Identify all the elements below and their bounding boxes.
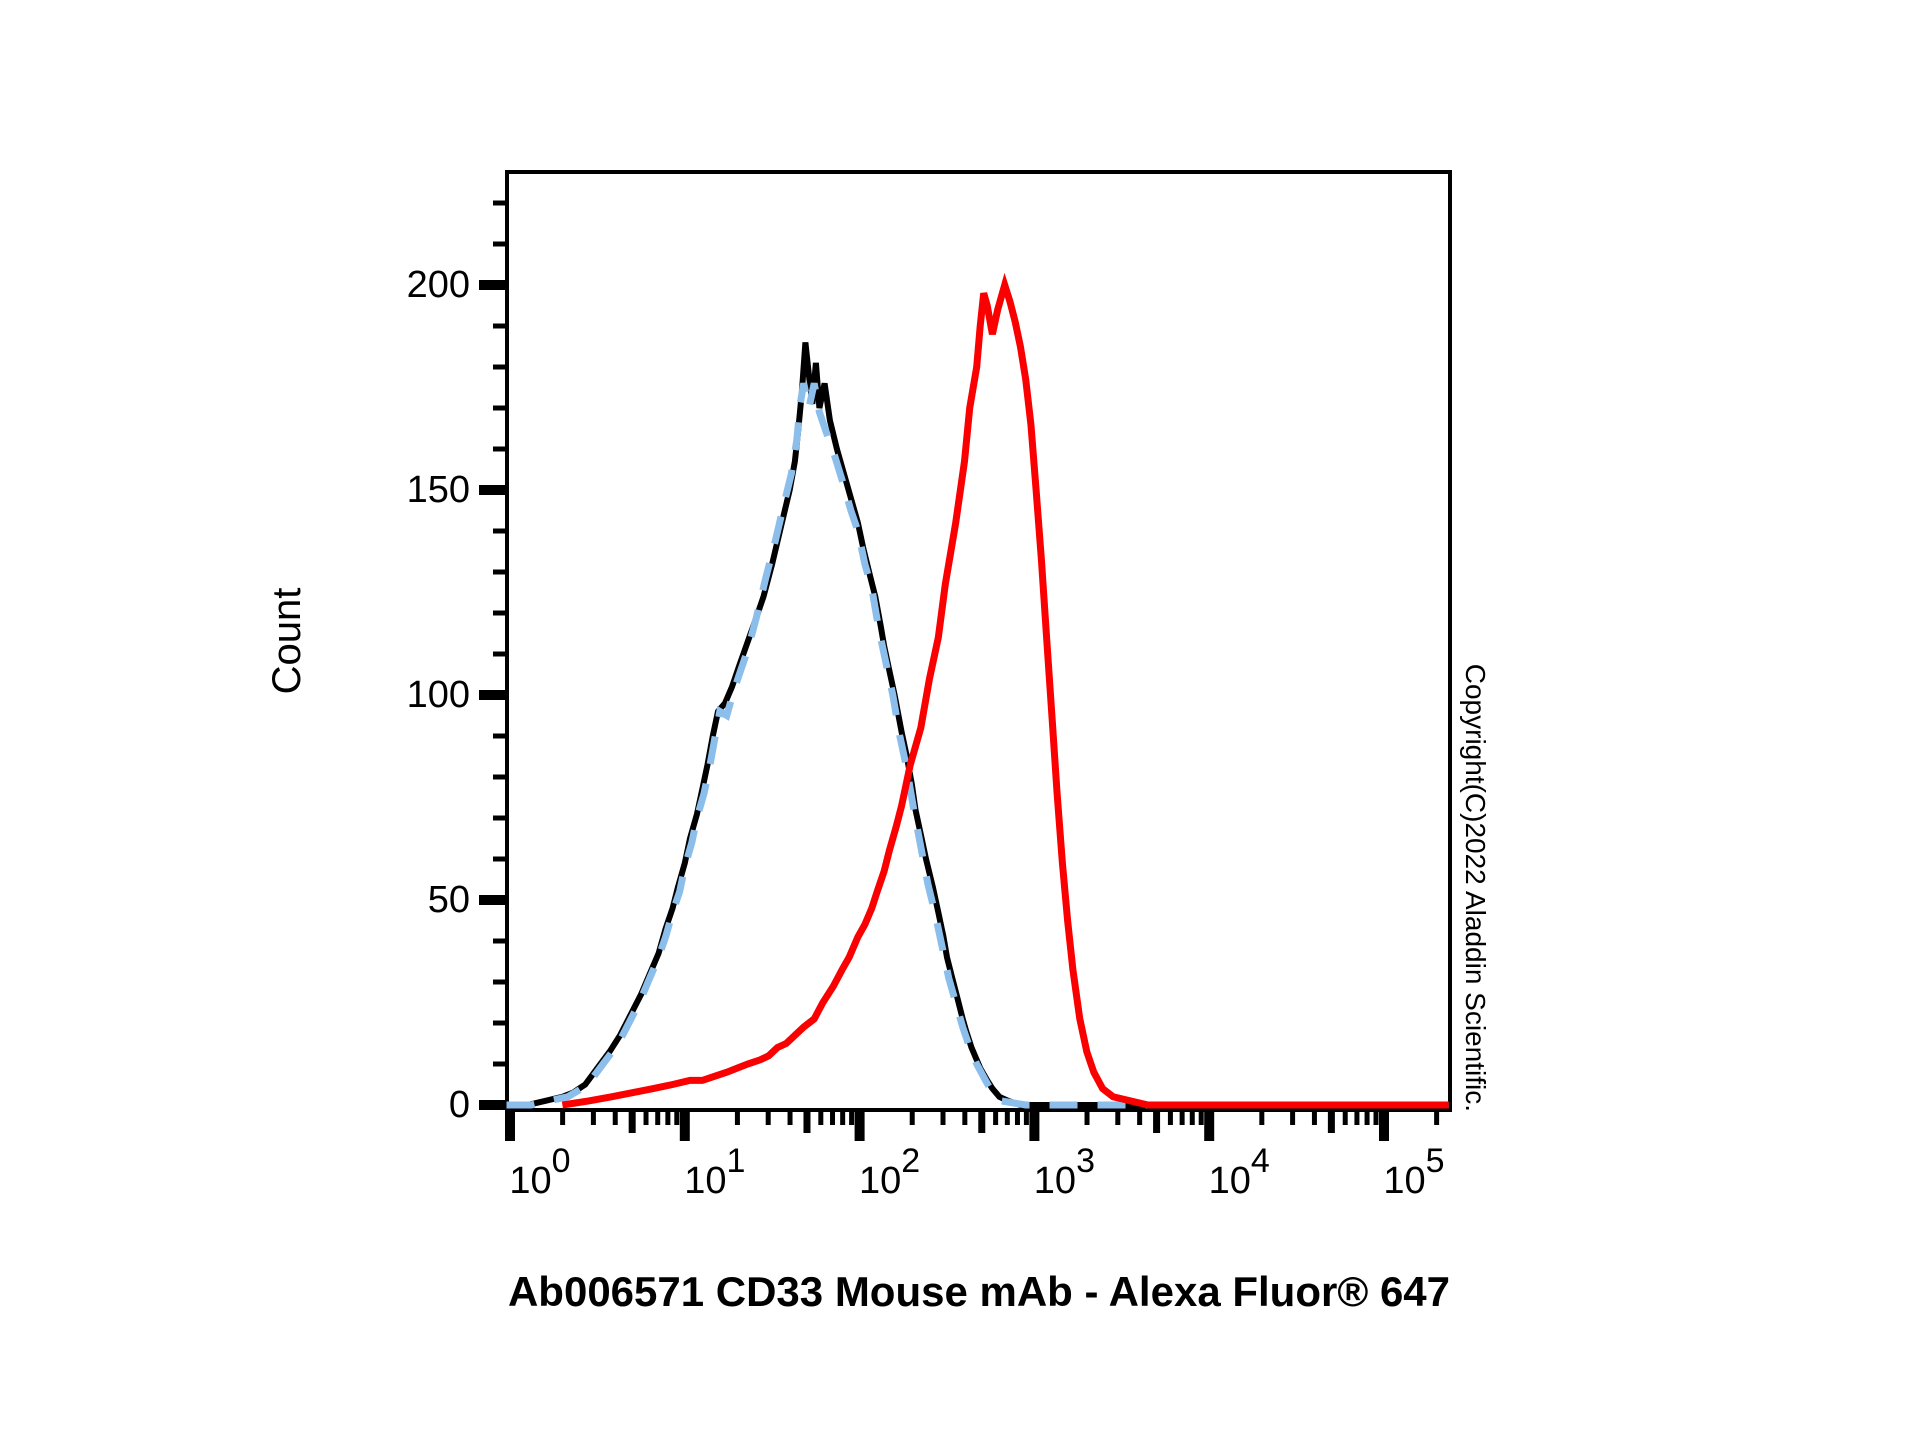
- axis-ticks: [479, 200, 1440, 1141]
- histogram-curves: [506, 272, 1449, 1109]
- plot-border: [505, 170, 1452, 1112]
- y-axis-tick-labels: 0 50 100 150 200: [407, 264, 470, 1126]
- curve-red-solid: [561, 272, 1449, 1109]
- y-axis-title: Count: [265, 588, 309, 695]
- y-tick-label: 50: [428, 879, 470, 921]
- y-tick-label: 200: [407, 264, 470, 306]
- x-tick-label: 103: [1034, 1142, 1095, 1202]
- y-tick-label: 100: [407, 674, 470, 716]
- x-tick-label: 102: [859, 1142, 920, 1202]
- y-tick-label: 150: [407, 469, 470, 511]
- curve-blue-dashed: [506, 382, 1449, 1109]
- x-tick-label: 100: [509, 1142, 570, 1202]
- chart-title: Ab006571 CD33 Mouse mAb - Alexa Fluor® 6…: [507, 1268, 1451, 1315]
- copyright-text: Copyright(C)2022 Aladdin Scientific.: [1460, 664, 1491, 1112]
- x-axis-tick-labels: 100 101 102 103 104 105: [509, 1142, 1444, 1202]
- x-tick-label: 105: [1383, 1142, 1444, 1202]
- x-tick-label: 101: [684, 1142, 745, 1202]
- y-tick-label: 0: [449, 1084, 470, 1126]
- x-tick-label: 104: [1209, 1142, 1270, 1202]
